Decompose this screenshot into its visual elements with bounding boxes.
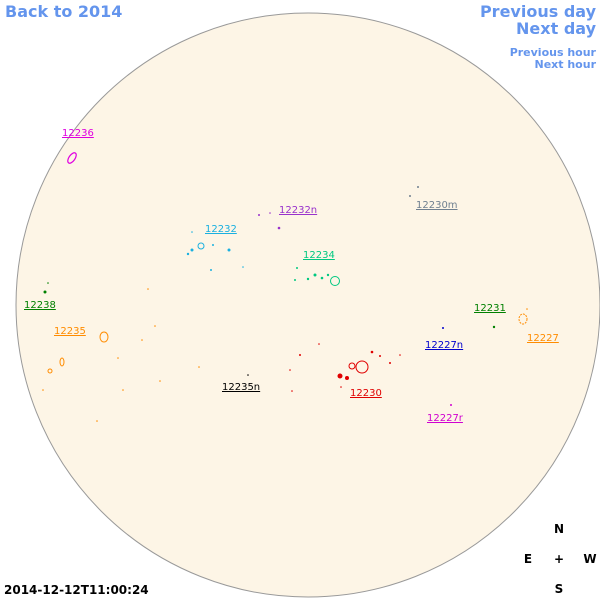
previous-day-link[interactable]: Previous day (480, 2, 597, 21)
region-label[interactable]: 12238 (24, 300, 56, 311)
region-label[interactable]: 12234 (303, 250, 335, 261)
region-label[interactable]: 12230m (416, 200, 458, 211)
region-label[interactable]: 12227 (527, 333, 559, 344)
compass-north: N (554, 522, 564, 536)
region-label[interactable]: 12235 (54, 326, 86, 337)
compass-center: + (554, 552, 564, 566)
region-label[interactable]: 12231 (474, 303, 506, 314)
back-link[interactable]: Back to 2014 (5, 2, 122, 21)
region-label[interactable]: 12236 (62, 128, 94, 139)
compass-east: E (524, 552, 532, 566)
region-label[interactable]: 12227n (425, 340, 463, 351)
sunspots (42, 152, 528, 422)
next-hour-link[interactable]: Next hour (535, 58, 597, 71)
region-label[interactable]: 12232 (205, 224, 237, 235)
previous-hour-link[interactable]: Previous hour (510, 46, 597, 59)
region-label[interactable]: 12227r (427, 413, 464, 424)
next-day-link[interactable]: Next day (516, 19, 597, 38)
solar-disk (15, 12, 600, 598)
region-label[interactable]: 12235n (222, 382, 260, 393)
region-label[interactable]: 12230 (350, 388, 382, 399)
compass-west: W (583, 552, 596, 566)
region-label[interactable]: 12232n (279, 205, 317, 216)
timestamp: 2014-12-12T11:00:24 (4, 583, 149, 597)
compass-south: S (555, 582, 564, 596)
